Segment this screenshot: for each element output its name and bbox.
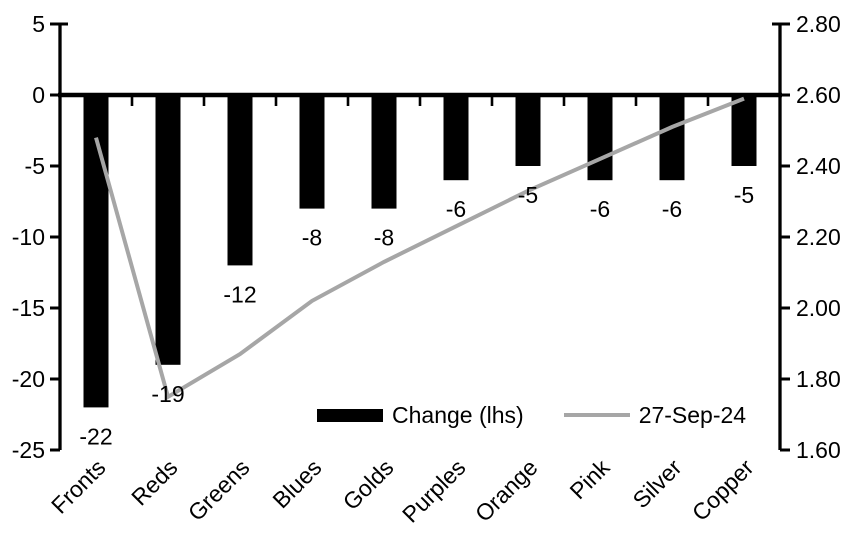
bar-value-label-purples: -6 <box>446 196 466 222</box>
right-axis-tick-label: 1.60 <box>796 437 841 463</box>
legend-label-change-lhs: Change (lhs) <box>392 401 524 428</box>
left-axis-ticks: 5 0 -5 -10 -15 -20 -25 <box>12 11 60 463</box>
chart-legend: Change (lhs) 27-Sep-24 <box>317 399 746 431</box>
bar-series <box>83 95 757 408</box>
bar-fronts <box>83 95 109 408</box>
bar-orange <box>515 95 541 166</box>
bar-purples <box>443 95 469 181</box>
category-label-purples: Purples <box>397 454 471 528</box>
category-label-pink: Pink <box>565 454 615 504</box>
category-label-golds: Golds <box>338 454 399 515</box>
category-label-silver: Silver <box>627 454 686 513</box>
bar-value-label-reds: -19 <box>151 381 184 407</box>
bar-reds <box>155 95 181 365</box>
bar-silver <box>659 95 685 181</box>
bar-value-label-copper: -5 <box>734 182 754 208</box>
bar-golds <box>371 95 397 209</box>
left-axis-tick-label: -10 <box>12 224 45 250</box>
left-axis-tick-label: -15 <box>12 295 45 321</box>
bar-value-label-blues: -8 <box>302 225 322 251</box>
line-series-swatch <box>563 413 630 417</box>
bar-value-label-silver: -6 <box>662 196 682 222</box>
right-axis-tick-label: 2.80 <box>796 11 841 37</box>
category-label-copper: Copper <box>687 454 759 526</box>
bar-value-label-pink: -6 <box>590 196 610 222</box>
right-axis-tick-label: 2.60 <box>796 82 841 108</box>
right-axis-ticks: 2.80 2.60 2.40 2.20 2.00 1.80 1.60 <box>780 11 841 463</box>
bar-value-label-greens: -12 <box>223 281 256 307</box>
left-axis-tick-label: -5 <box>25 153 45 179</box>
category-label-greens: Greens <box>183 454 255 526</box>
legend-item-27-sep-24: 27-Sep-24 <box>563 401 747 428</box>
bar-data-labels: -22 -19 -12 -8 -8 -6 -5 -6 -6 -5 <box>79 182 754 449</box>
category-label-orange: Orange <box>470 454 543 527</box>
category-label-reds: Reds <box>126 454 182 510</box>
right-axis-tick-label: 2.40 <box>796 153 841 179</box>
left-axis-tick-label: -25 <box>12 437 45 463</box>
bar-value-label-fronts: -22 <box>79 423 112 449</box>
x-axis-minor-ticks <box>130 97 710 106</box>
bar-copper <box>731 95 757 166</box>
right-axis-tick-label: 2.00 <box>796 295 841 321</box>
line-series-27-sep-24 <box>94 96 745 400</box>
bar-value-label-orange: -5 <box>518 182 538 208</box>
left-axis-tick-label: -20 <box>12 366 45 392</box>
right-axis-tick-label: 1.80 <box>796 366 841 392</box>
bar-blues <box>299 95 325 209</box>
line-series <box>94 96 745 400</box>
category-label-fronts: Fronts <box>46 454 110 518</box>
bar-series-swatch <box>317 408 383 422</box>
bar-value-label-golds: -8 <box>374 225 394 251</box>
left-axis-tick-label: 0 <box>32 82 45 108</box>
bar-pink <box>587 95 613 181</box>
left-axis-tick-label: 5 <box>32 11 45 37</box>
legend-item-change-lhs: Change (lhs) <box>317 401 524 428</box>
bar-greens <box>227 95 253 266</box>
right-axis-tick-label: 2.20 <box>796 224 841 250</box>
legend-label-27-sep-24: 27-Sep-24 <box>638 401 747 428</box>
category-label-blues: Blues <box>267 454 326 513</box>
